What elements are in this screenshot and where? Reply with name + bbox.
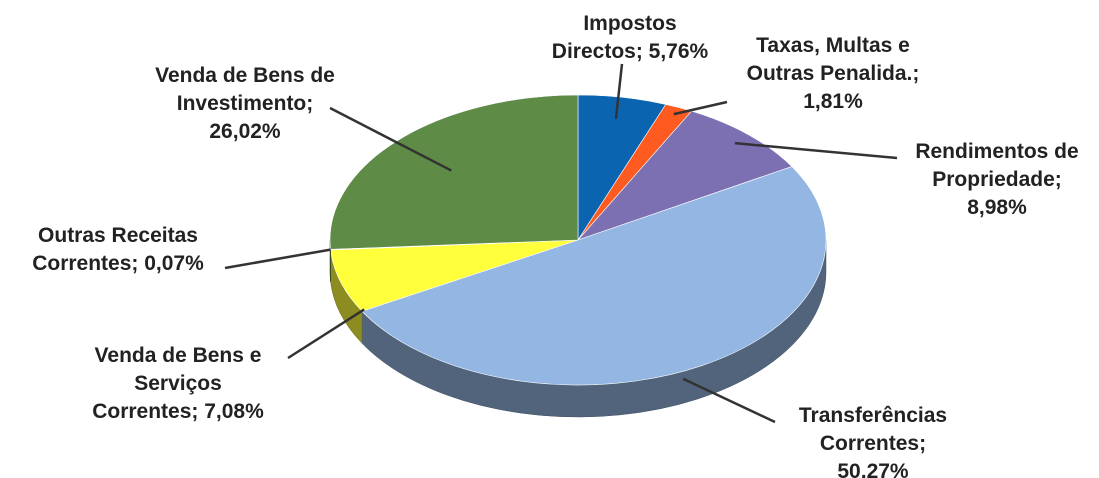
leader-line — [682, 377, 776, 424]
data-label: Venda de Bens de Investimento; 26,02% — [155, 64, 335, 143]
leader-line — [287, 308, 365, 360]
leader-line — [329, 106, 452, 172]
slice-top — [361, 166, 827, 386]
leader-line — [673, 100, 728, 116]
leader-line — [224, 248, 331, 270]
slice-top — [329, 94, 579, 250]
data-label: Transferências Correntes; 50,27% — [799, 404, 947, 478]
data-label: Impostos Directos; 5,76% — [552, 12, 709, 63]
pie-slice — [329, 94, 579, 282]
leader-line — [614, 63, 624, 119]
data-label: Venda de Bens e Serviços Correntes; 7,08% — [92, 344, 264, 423]
leader-line — [734, 141, 898, 160]
data-label: Rendimentos de Propriedade; 8,98% — [915, 140, 1078, 219]
data-label: Outras Receitas Correntes; 0,07% — [32, 224, 204, 275]
pie-slice — [361, 166, 827, 418]
data-label: Taxas, Multas e Outras Penalida.; 1,81% — [747, 34, 920, 113]
